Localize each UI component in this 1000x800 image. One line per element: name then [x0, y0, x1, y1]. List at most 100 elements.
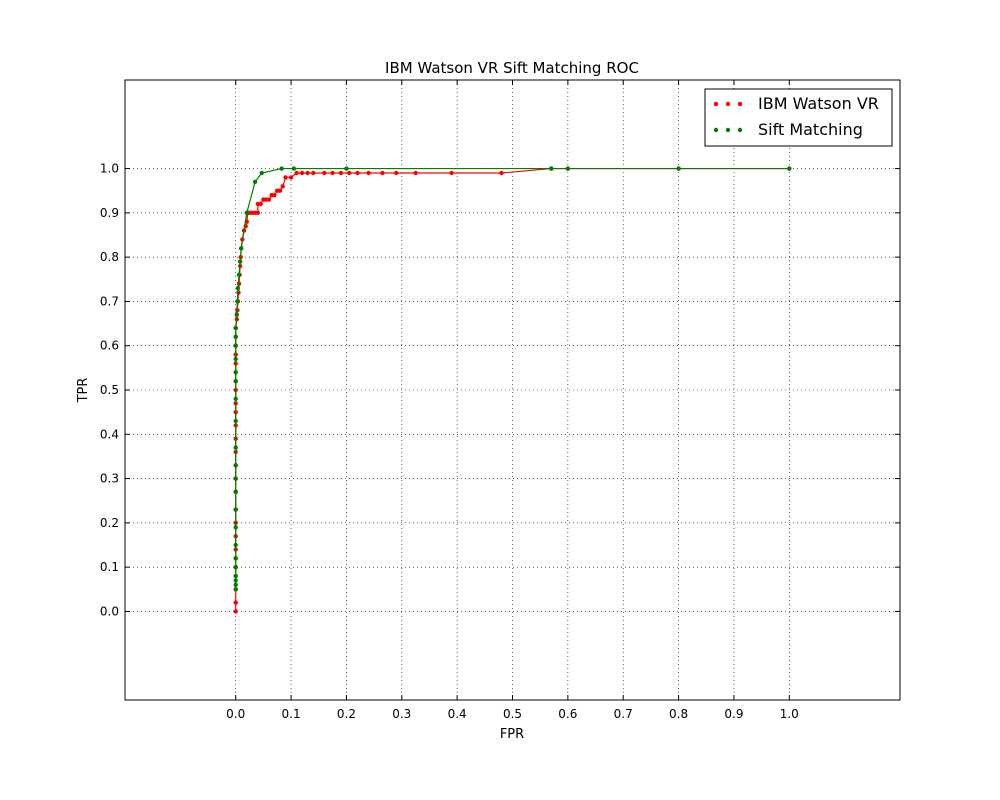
data-point-ibm-watson-vr: [322, 170, 327, 176]
data-point-sift-matching: [676, 166, 681, 171]
data-point-sift-matching: [233, 542, 238, 548]
ticks: 0.0 0.1 0.2 0.3 0.4 0.5 0.6 0.7 0.8 0.9 1.0 0.0 0.1 0…: [100, 80, 900, 721]
y-tick-label: 0.4: [100, 427, 119, 441]
data-point-ibm-watson-vr: [255, 210, 261, 216]
y-tick-label: 0.2: [100, 516, 119, 530]
data-point-ibm-watson-vr: [277, 188, 283, 193]
data-point-sift-matching: [252, 179, 258, 185]
x-tick-label: 0.6: [558, 707, 577, 721]
data-point-sift-matching: [233, 334, 238, 340]
x-tick-label: 0.1: [282, 707, 301, 721]
data-point-sift-matching: [259, 170, 264, 176]
data-point-sift-matching: [236, 272, 242, 278]
legend-item-ibm-watson-vr: IBM Watson VR: [713, 94, 879, 113]
data-point-ibm-watson-vr: [338, 170, 344, 176]
x-axis-label: FPR: [500, 727, 524, 742]
data-point-sift-matching: [233, 378, 238, 384]
legend-marker: [713, 101, 719, 107]
legend: IBM Watson VR Sift Matching: [704, 88, 893, 147]
legend-item-sift-matching: Sift Matching: [713, 120, 863, 139]
data-point-ibm-watson-vr: [394, 170, 399, 176]
y-tick-label: 0.9: [100, 206, 119, 220]
data-point-sift-matching: [237, 259, 243, 264]
data-point-sift-matching: [233, 525, 238, 530]
data-point-sift-matching: [565, 166, 571, 171]
data-point-ibm-watson-vr: [280, 184, 285, 189]
series-layer: [233, 166, 792, 614]
data-point-ibm-watson-vr: [233, 600, 238, 605]
data-point-ibm-watson-vr: [294, 170, 299, 176]
data-point-sift-matching: [787, 166, 792, 171]
data-point-ibm-watson-vr: [499, 170, 504, 176]
data-point-ibm-watson-vr: [236, 290, 241, 295]
y-tick-label: 0.5: [100, 383, 119, 397]
x-tick-label: 0.7: [614, 707, 633, 721]
legend-marker: [713, 127, 719, 133]
data-point-sift-matching: [233, 418, 238, 424]
data-point-ibm-watson-vr: [449, 170, 454, 176]
legend-label: Sift Matching: [758, 120, 863, 139]
data-point-sift-matching: [235, 285, 241, 291]
data-point-sift-matching: [279, 166, 284, 171]
data-point-sift-matching: [233, 370, 238, 375]
data-point-sift-matching: [549, 166, 554, 171]
data-point-ibm-watson-vr: [272, 192, 277, 198]
data-point-sift-matching: [233, 325, 238, 331]
data-point-sift-matching: [233, 582, 238, 588]
data-point-ibm-watson-vr: [311, 170, 316, 176]
legend-label: IBM Watson VR: [758, 94, 879, 113]
data-point-sift-matching: [233, 578, 238, 583]
data-point-sift-matching: [233, 573, 238, 579]
y-tick-label: 0.7: [100, 294, 119, 308]
data-point-sift-matching: [233, 356, 238, 362]
data-point-sift-matching: [344, 166, 349, 171]
data-point-sift-matching: [244, 210, 249, 216]
data-point-sift-matching: [233, 564, 238, 570]
data-point-sift-matching: [233, 556, 238, 561]
data-point-sift-matching: [234, 312, 240, 317]
legend-box: [704, 88, 893, 147]
x-tick-label: 0.8: [669, 707, 688, 721]
data-point-sift-matching: [233, 587, 238, 592]
legend-marker: [737, 127, 743, 133]
data-point-sift-matching: [235, 299, 240, 304]
chart-title: IBM Watson VR Sift Matching ROC: [385, 59, 639, 77]
data-point-ibm-watson-vr: [288, 175, 294, 180]
data-point-ibm-watson-vr: [355, 170, 360, 176]
y-tick-label: 1.0: [100, 162, 119, 176]
data-point-sift-matching: [233, 489, 238, 495]
data-point-sift-matching: [233, 507, 238, 512]
data-point-ibm-watson-vr: [380, 170, 385, 176]
legend-marker: [725, 127, 731, 133]
x-tick-label: 1.0: [780, 707, 799, 721]
data-point-ibm-watson-vr: [283, 175, 288, 180]
x-tick-label: 0.3: [392, 707, 411, 721]
data-point-ibm-watson-vr: [413, 170, 418, 176]
data-point-sift-matching: [233, 396, 238, 402]
data-point-sift-matching: [239, 246, 244, 251]
data-point-ibm-watson-vr: [299, 170, 305, 176]
data-point-sift-matching: [233, 463, 238, 468]
data-point-ibm-watson-vr: [233, 609, 238, 614]
y-axis-label: TPR: [76, 378, 91, 404]
y-tick-label: 0.0: [100, 604, 119, 618]
data-point-sift-matching: [233, 476, 238, 481]
y-tick-label: 0.3: [100, 472, 119, 486]
data-point-ibm-watson-vr: [305, 170, 310, 176]
data-point-sift-matching: [291, 166, 297, 171]
data-point-ibm-watson-vr: [330, 170, 335, 176]
data-point-ibm-watson-vr: [366, 170, 371, 176]
data-point-sift-matching: [233, 343, 238, 348]
data-point-ibm-watson-vr: [266, 197, 272, 202]
x-tick-label: 0.5: [503, 707, 522, 721]
y-tick-label: 0.6: [100, 339, 119, 353]
x-tick-label: 0.9: [724, 707, 743, 721]
x-tick-label: 0.4: [448, 707, 467, 721]
data-point-sift-matching: [233, 445, 238, 450]
series-sift-matching: [233, 166, 792, 592]
data-point-ibm-watson-vr: [258, 201, 263, 207]
x-tick-label: 0.2: [337, 707, 356, 721]
y-tick-label: 0.1: [100, 560, 119, 574]
y-tick-label: 0.8: [100, 250, 119, 264]
